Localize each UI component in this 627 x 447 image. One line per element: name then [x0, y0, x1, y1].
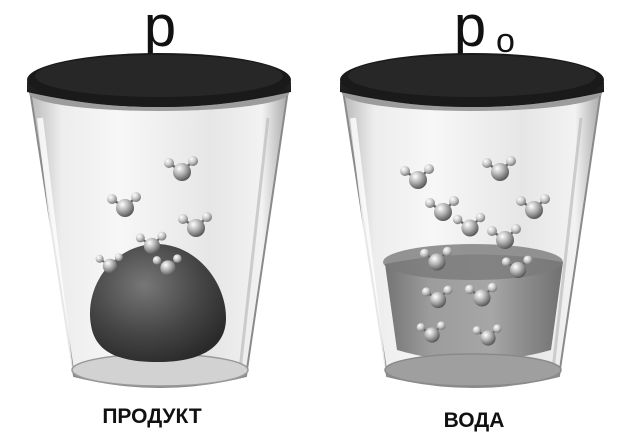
water-molecule — [501, 255, 533, 279]
water-molecule — [516, 194, 550, 219]
hydrogen-atom — [472, 326, 482, 335]
hydrogen-atom — [443, 285, 453, 295]
hydrogen-atom — [419, 248, 430, 259]
label-water: ВОДА — [444, 409, 505, 432]
water-molecule — [421, 285, 453, 309]
hydrogen-atom — [452, 214, 463, 225]
oxygen-atom — [102, 258, 118, 274]
glass-product — [27, 53, 291, 388]
water-molecule — [419, 246, 453, 271]
oxygen-atom — [409, 171, 427, 189]
oxygen-atom — [473, 289, 491, 307]
water-molecule — [452, 212, 486, 237]
glass-reflection — [238, 117, 270, 371]
hydrogen-atom — [511, 224, 521, 234]
oxygen-atom — [187, 219, 205, 237]
hydrogen-atom — [540, 194, 550, 204]
hydrogen-atom — [157, 231, 167, 241]
oxygen-atom — [424, 327, 440, 343]
hydrogen-atom — [164, 158, 174, 168]
pressure-symbol-product: p — [144, 0, 176, 59]
hydrogen-atom — [487, 282, 498, 293]
water-surface — [383, 244, 563, 280]
hydrogen-atom — [424, 164, 434, 174]
hydrogen-atom — [421, 287, 431, 297]
water-molecule — [464, 282, 498, 307]
hydrogen-atom — [188, 156, 198, 166]
water-molecule — [164, 156, 198, 181]
glass-lid-shine — [348, 55, 596, 97]
molecules-product — [95, 156, 212, 276]
hydrogen-atom — [493, 324, 502, 333]
hydrogen-atom — [114, 253, 123, 262]
hydrogen-atom — [437, 321, 446, 330]
oxygen-atom — [173, 163, 191, 181]
hydrogen-atom — [400, 166, 410, 176]
water-molecule — [487, 224, 521, 249]
oxygen-atom — [116, 199, 134, 217]
product-blob — [89, 243, 226, 362]
pressure-symbol-water-base: p — [454, 0, 486, 59]
oxygen-atom — [434, 203, 452, 221]
water-molecule — [107, 192, 141, 217]
water-molecule — [472, 324, 502, 346]
glass-reflection — [551, 117, 583, 371]
hydrogen-atom — [475, 212, 486, 223]
water-molecule — [152, 254, 182, 276]
hydrogen-atom — [416, 323, 426, 332]
hydrogen-atom — [95, 254, 104, 263]
hydrogen-atom — [464, 284, 475, 295]
oxygen-atom — [480, 330, 496, 346]
glass-highlight — [37, 117, 73, 371]
hydrogen-atom — [501, 257, 511, 267]
water-molecule — [425, 196, 459, 221]
hydrogen-atom — [152, 256, 162, 265]
pressure-symbol-water-subscript: o — [496, 22, 515, 60]
hydrogen-atom — [449, 196, 459, 206]
water-molecule — [482, 156, 516, 181]
hydrogen-atom — [135, 233, 145, 243]
hydrogen-atom — [178, 214, 188, 224]
molecules-water — [400, 156, 550, 346]
oxygen-atom — [428, 253, 446, 271]
hydrogen-atom — [131, 192, 141, 202]
hydrogen-atom — [173, 254, 182, 263]
water-molecule — [135, 231, 167, 255]
water-molecule — [400, 164, 434, 189]
oxygen-atom — [160, 260, 176, 276]
glass-lid-shine — [35, 55, 283, 97]
glass-bottom — [384, 353, 562, 387]
oxygen-atom — [491, 163, 509, 181]
oxygen-atom — [496, 231, 514, 249]
glass-highlight — [350, 117, 386, 371]
hydrogen-atom — [202, 212, 212, 222]
pressure-symbol-water: p o — [454, 0, 515, 60]
hydrogen-atom — [107, 194, 117, 204]
oxygen-atom — [429, 291, 447, 309]
hydrogen-atom — [516, 196, 526, 206]
water-molecule — [95, 253, 123, 274]
oxygen-atom — [461, 219, 479, 237]
hydrogen-atom — [442, 246, 453, 257]
hydrogen-atom — [482, 158, 492, 168]
oxygen-atom — [525, 201, 543, 219]
water-molecule — [416, 321, 446, 343]
glass-water — [340, 53, 604, 388]
hydrogen-atom — [523, 255, 533, 265]
oxygen-atom — [143, 237, 161, 255]
label-product: ПРОДУКТ — [102, 405, 202, 428]
oxygen-atom — [509, 261, 527, 279]
water-molecule — [178, 212, 212, 237]
hydrogen-atom — [506, 156, 516, 166]
hydrogen-atom — [425, 198, 435, 208]
hydrogen-atom — [487, 226, 497, 236]
